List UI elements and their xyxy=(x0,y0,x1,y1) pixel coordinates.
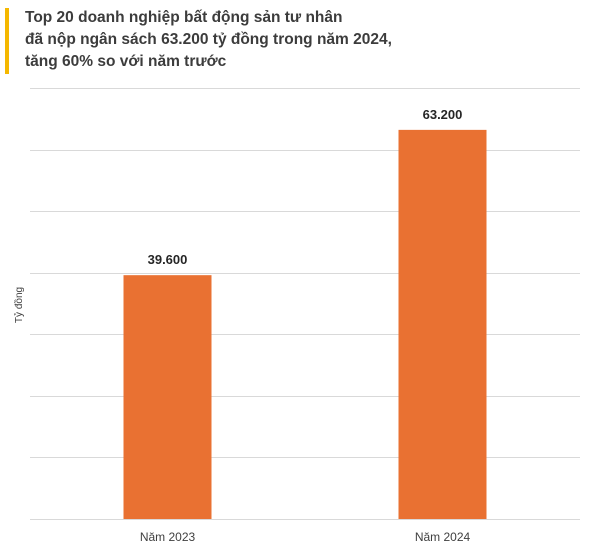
x-tick-label-2: Năm 2024 xyxy=(415,530,471,544)
data-label-2: 63.200 xyxy=(423,107,463,122)
x-tick-labels: Năm 2023 Năm 2024 xyxy=(140,530,471,544)
y-axis-title: Tỷ đồng xyxy=(13,287,25,323)
data-labels: 39.600 63.200 xyxy=(148,107,463,267)
bar-2 xyxy=(398,129,487,519)
title-block: Top 20 doanh nghiệp bất động sản tư nhân… xyxy=(0,5,589,77)
chart-title: Top 20 doanh nghiệp bất động sản tư nhân… xyxy=(25,7,565,73)
title-line-2: đã nộp ngân sách 63.200 tỷ đồng trong nă… xyxy=(25,31,392,48)
gridlines xyxy=(30,88,580,520)
title-line-1: Top 20 doanh nghiệp bất động sản tư nhân xyxy=(25,9,343,26)
data-label-1: 39.600 xyxy=(148,252,188,267)
accent-bar xyxy=(5,8,9,74)
bar-1 xyxy=(123,275,212,519)
title-line-3: tăng 60% so với năm trước xyxy=(25,53,227,70)
x-tick-label-1: Năm 2023 xyxy=(140,530,196,544)
bars xyxy=(123,129,487,519)
